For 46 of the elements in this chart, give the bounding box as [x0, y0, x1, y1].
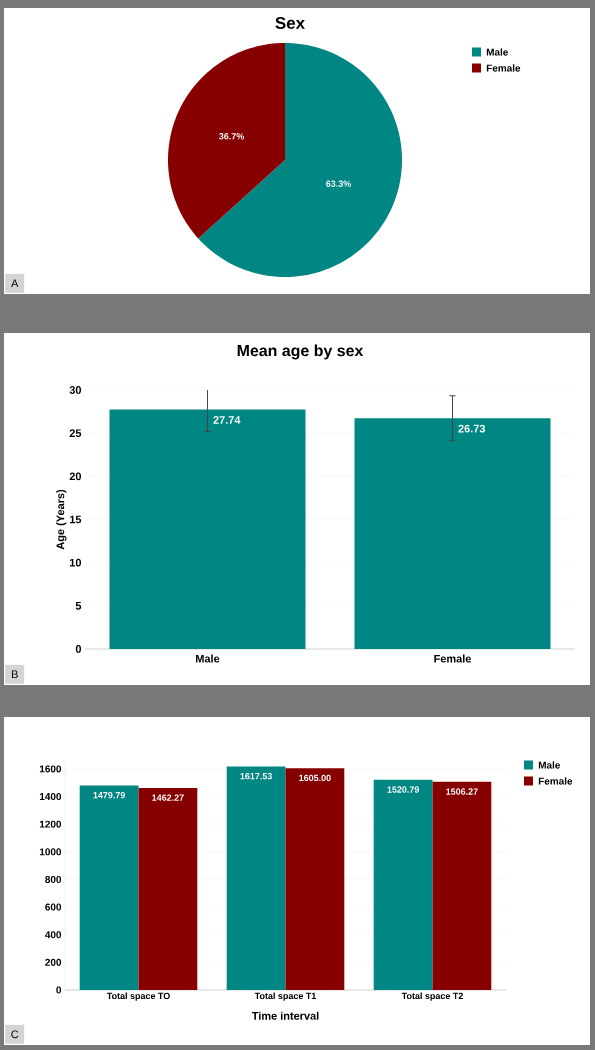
bar — [226, 766, 286, 990]
data-label: 63.3% — [326, 180, 351, 187]
bar — [285, 768, 345, 990]
y-tick-label: 1200 — [39, 820, 62, 828]
y-axis-title: Age (Years) — [56, 489, 67, 550]
data-label: 26.73 — [458, 424, 486, 433]
data-label: 1506.27 — [446, 788, 478, 795]
x-tick-label: Total space T1 — [254, 992, 317, 1001]
y-tick-label: 25 — [69, 429, 82, 438]
data-label: 1462.27 — [152, 794, 184, 801]
y-tick-label: 20 — [69, 472, 82, 481]
x-tick-label: Total space TO — [106, 992, 170, 1001]
y-tick-label: 600 — [45, 903, 62, 911]
x-axis-title: Time interval — [251, 1011, 319, 1020]
data-label: 1479.79 — [93, 792, 125, 799]
y-tick-label: 15 — [69, 515, 82, 524]
chart-title: Sex — [275, 17, 305, 29]
bar — [373, 779, 433, 990]
y-tick-label: 10 — [69, 558, 82, 567]
y-tick-label: 0 — [56, 986, 62, 994]
data-label: 36.7% — [219, 133, 244, 140]
bar — [79, 785, 139, 990]
bar — [138, 787, 198, 990]
x-tick-label: Total space T2 — [401, 992, 463, 1001]
text: A — [11, 279, 19, 288]
y-tick-label: 1000 — [39, 848, 62, 856]
legend-label: Male — [538, 761, 561, 769]
y-tick-label: 30 — [69, 386, 82, 394]
y-tick-label: 1400 — [39, 793, 62, 801]
data-label: 1605.00 — [299, 774, 331, 782]
legend-label: Male — [486, 48, 509, 56]
text: B — [11, 670, 18, 679]
y-tick-label: 200 — [45, 958, 62, 966]
y-tick-label: 0 — [75, 645, 82, 653]
data-label: 1617.53 — [240, 772, 272, 780]
data-label: 1520.79 — [387, 786, 419, 793]
y-tick-label: 800 — [45, 875, 62, 883]
text: C — [11, 1030, 19, 1039]
chart-title: Mean age by sex — [237, 344, 364, 360]
legend-label: Female — [538, 777, 573, 785]
y-tick-label: 5 — [75, 602, 82, 610]
y-tick-label: 1600 — [39, 765, 62, 773]
bar — [432, 781, 492, 990]
y-tick-label: 400 — [45, 931, 62, 939]
legend-label: Female — [486, 64, 521, 72]
data-label: 27.74 — [213, 416, 241, 424]
